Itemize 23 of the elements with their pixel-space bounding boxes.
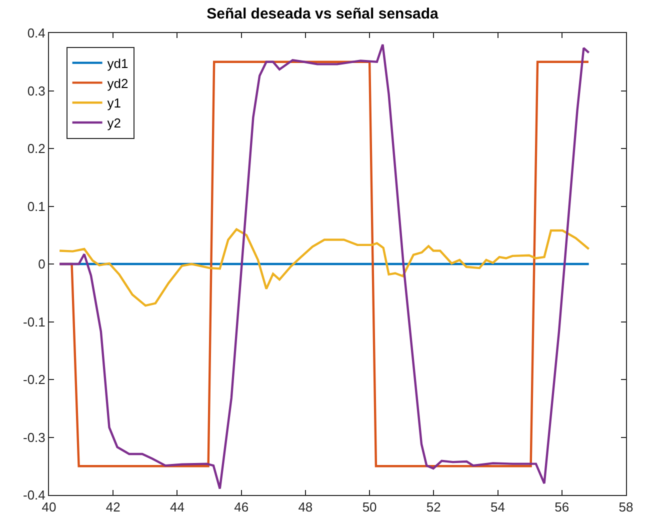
y-tick-label: 0.2 <box>27 141 46 156</box>
x-tick-label: 50 <box>362 500 377 515</box>
legend-label: y2 <box>107 116 122 131</box>
x-tick-label: 54 <box>490 500 506 515</box>
x-tick-label: 52 <box>426 500 441 515</box>
y-tick-label: 0.3 <box>27 83 46 98</box>
y-tick-label: -0.2 <box>22 372 46 388</box>
y-tick-label: -0.1 <box>22 314 46 330</box>
y-tick-label: 0.1 <box>27 198 46 214</box>
line-series <box>58 228 590 307</box>
x-tick-label: 48 <box>298 500 313 515</box>
x-tick-label: 44 <box>170 500 184 515</box>
legend-label: y1 <box>107 96 122 111</box>
x-tick-label: 58 <box>618 500 634 515</box>
legend-label: yd2 <box>107 76 128 91</box>
x-tick-label: 56 <box>554 500 570 515</box>
y-tick-label: 0.4 <box>27 26 46 41</box>
y-tick-label: 0 <box>38 256 46 272</box>
legend-label: yd1 <box>107 56 128 71</box>
x-tick-label: 46 <box>234 500 249 515</box>
y-tick-label: -0.3 <box>22 430 46 445</box>
x-tick-label: 42 <box>106 500 120 515</box>
chart-title: Señal deseada vs señal sensada <box>206 5 440 22</box>
